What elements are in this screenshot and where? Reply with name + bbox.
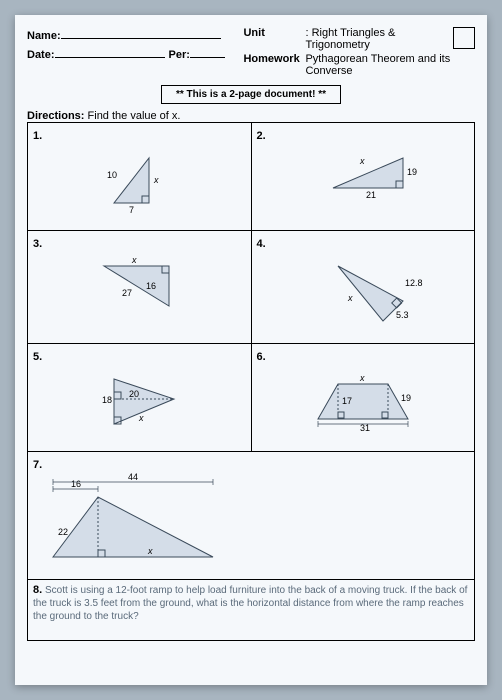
homework-value: Pythagorean Theorem and its Converse (305, 53, 475, 77)
svg-text:19: 19 (401, 393, 411, 403)
directions-label: Directions: (27, 110, 84, 122)
problem-number: 5. (33, 351, 42, 363)
problems-grid: 1. 10 x 7 2. x (27, 122, 475, 641)
svg-text:17: 17 (342, 396, 352, 406)
diagram-4: 12.8 x 5.3 (257, 252, 470, 340)
cell-2: 2. x 19 21 (252, 123, 475, 230)
header-right: Unit : Right Triangles & Trigonometry Ho… (243, 27, 475, 79)
diagram-2: x 19 21 (257, 144, 470, 217)
cell-6: 6. x 17 19 31 (252, 344, 475, 451)
problem-text: Scott is using a 12-foot ramp to help lo… (33, 585, 467, 622)
svg-text:x: x (359, 156, 365, 166)
svg-text:5.3: 5.3 (396, 310, 409, 320)
unit-label: Unit (243, 27, 305, 51)
directions: Directions: Find the value of x. (27, 110, 475, 122)
problem-number: 8. (33, 584, 42, 596)
header: Name: Date: Per: Unit : Right Triangles … (27, 27, 475, 79)
problem-number: 3. (33, 238, 42, 250)
svg-text:10: 10 (107, 170, 117, 180)
grid-row-5: 8. Scott is using a 12-foot ramp to help… (28, 580, 474, 640)
svg-text:22: 22 (58, 527, 68, 537)
cell-7: 7. 16 44 22 x (28, 452, 474, 579)
problem-number: 7. (33, 459, 42, 471)
svg-text:19: 19 (407, 167, 417, 177)
diagram-7: 16 44 22 x (33, 473, 469, 576)
diagram-6: x 17 19 31 (257, 365, 470, 448)
svg-text:12.8: 12.8 (405, 278, 423, 288)
svg-text:27: 27 (122, 288, 132, 298)
svg-text:x: x (359, 373, 365, 383)
svg-text:16: 16 (71, 479, 81, 489)
date-label: Date: (27, 49, 55, 61)
worksheet-page: Name: Date: Per: Unit : Right Triangles … (15, 15, 487, 685)
name-label: Name: (27, 30, 61, 42)
svg-text:16: 16 (146, 281, 156, 291)
diagram-1: 10 x 7 (33, 144, 246, 227)
problem-number: 4. (257, 238, 266, 250)
date-blank[interactable] (55, 46, 165, 58)
svg-text:x: x (138, 413, 144, 423)
name-blank[interactable] (61, 27, 221, 39)
svg-text:18: 18 (102, 395, 112, 405)
homework-label: Homework (243, 53, 305, 77)
grid-row-1: 1. 10 x 7 2. x (28, 123, 474, 231)
cell-3: 3. x 16 27 (28, 231, 252, 343)
directions-text: Find the value of x. (84, 110, 180, 122)
cell-1: 1. 10 x 7 (28, 123, 252, 230)
svg-text:x: x (131, 255, 137, 265)
cell-5: 5. 18 20 x (28, 344, 252, 451)
svg-text:44: 44 (128, 472, 138, 482)
diagram-3: x 16 27 (33, 252, 246, 330)
cell-8: 8. Scott is using a 12-foot ramp to help… (28, 580, 474, 640)
svg-text:x: x (147, 546, 153, 556)
per-blank[interactable] (190, 46, 225, 58)
grid-row-3: 5. 18 20 x 6. (28, 344, 474, 452)
grid-row-2: 3. x 16 27 4. 12.8 (28, 231, 474, 344)
header-left: Name: Date: Per: (27, 27, 237, 79)
page-notice: ** This is a 2-page document! ** (161, 85, 341, 104)
grade-box[interactable] (453, 27, 475, 49)
svg-text:31: 31 (360, 423, 370, 433)
svg-text:21: 21 (366, 190, 376, 200)
svg-text:7: 7 (129, 205, 134, 215)
svg-text:x: x (347, 293, 353, 303)
per-label: Per: (169, 49, 190, 61)
problem-number: 1. (33, 130, 42, 142)
diagram-5: 18 20 x (33, 365, 246, 448)
problem-number: 6. (257, 351, 266, 363)
svg-text:x: x (153, 175, 159, 185)
problem-number: 2. (257, 130, 266, 142)
unit-value: : Right Triangles & Trigonometry (305, 27, 453, 51)
cell-4: 4. 12.8 x 5.3 (252, 231, 475, 343)
svg-text:20: 20 (129, 389, 139, 399)
grid-row-4: 7. 16 44 22 x (28, 452, 474, 580)
